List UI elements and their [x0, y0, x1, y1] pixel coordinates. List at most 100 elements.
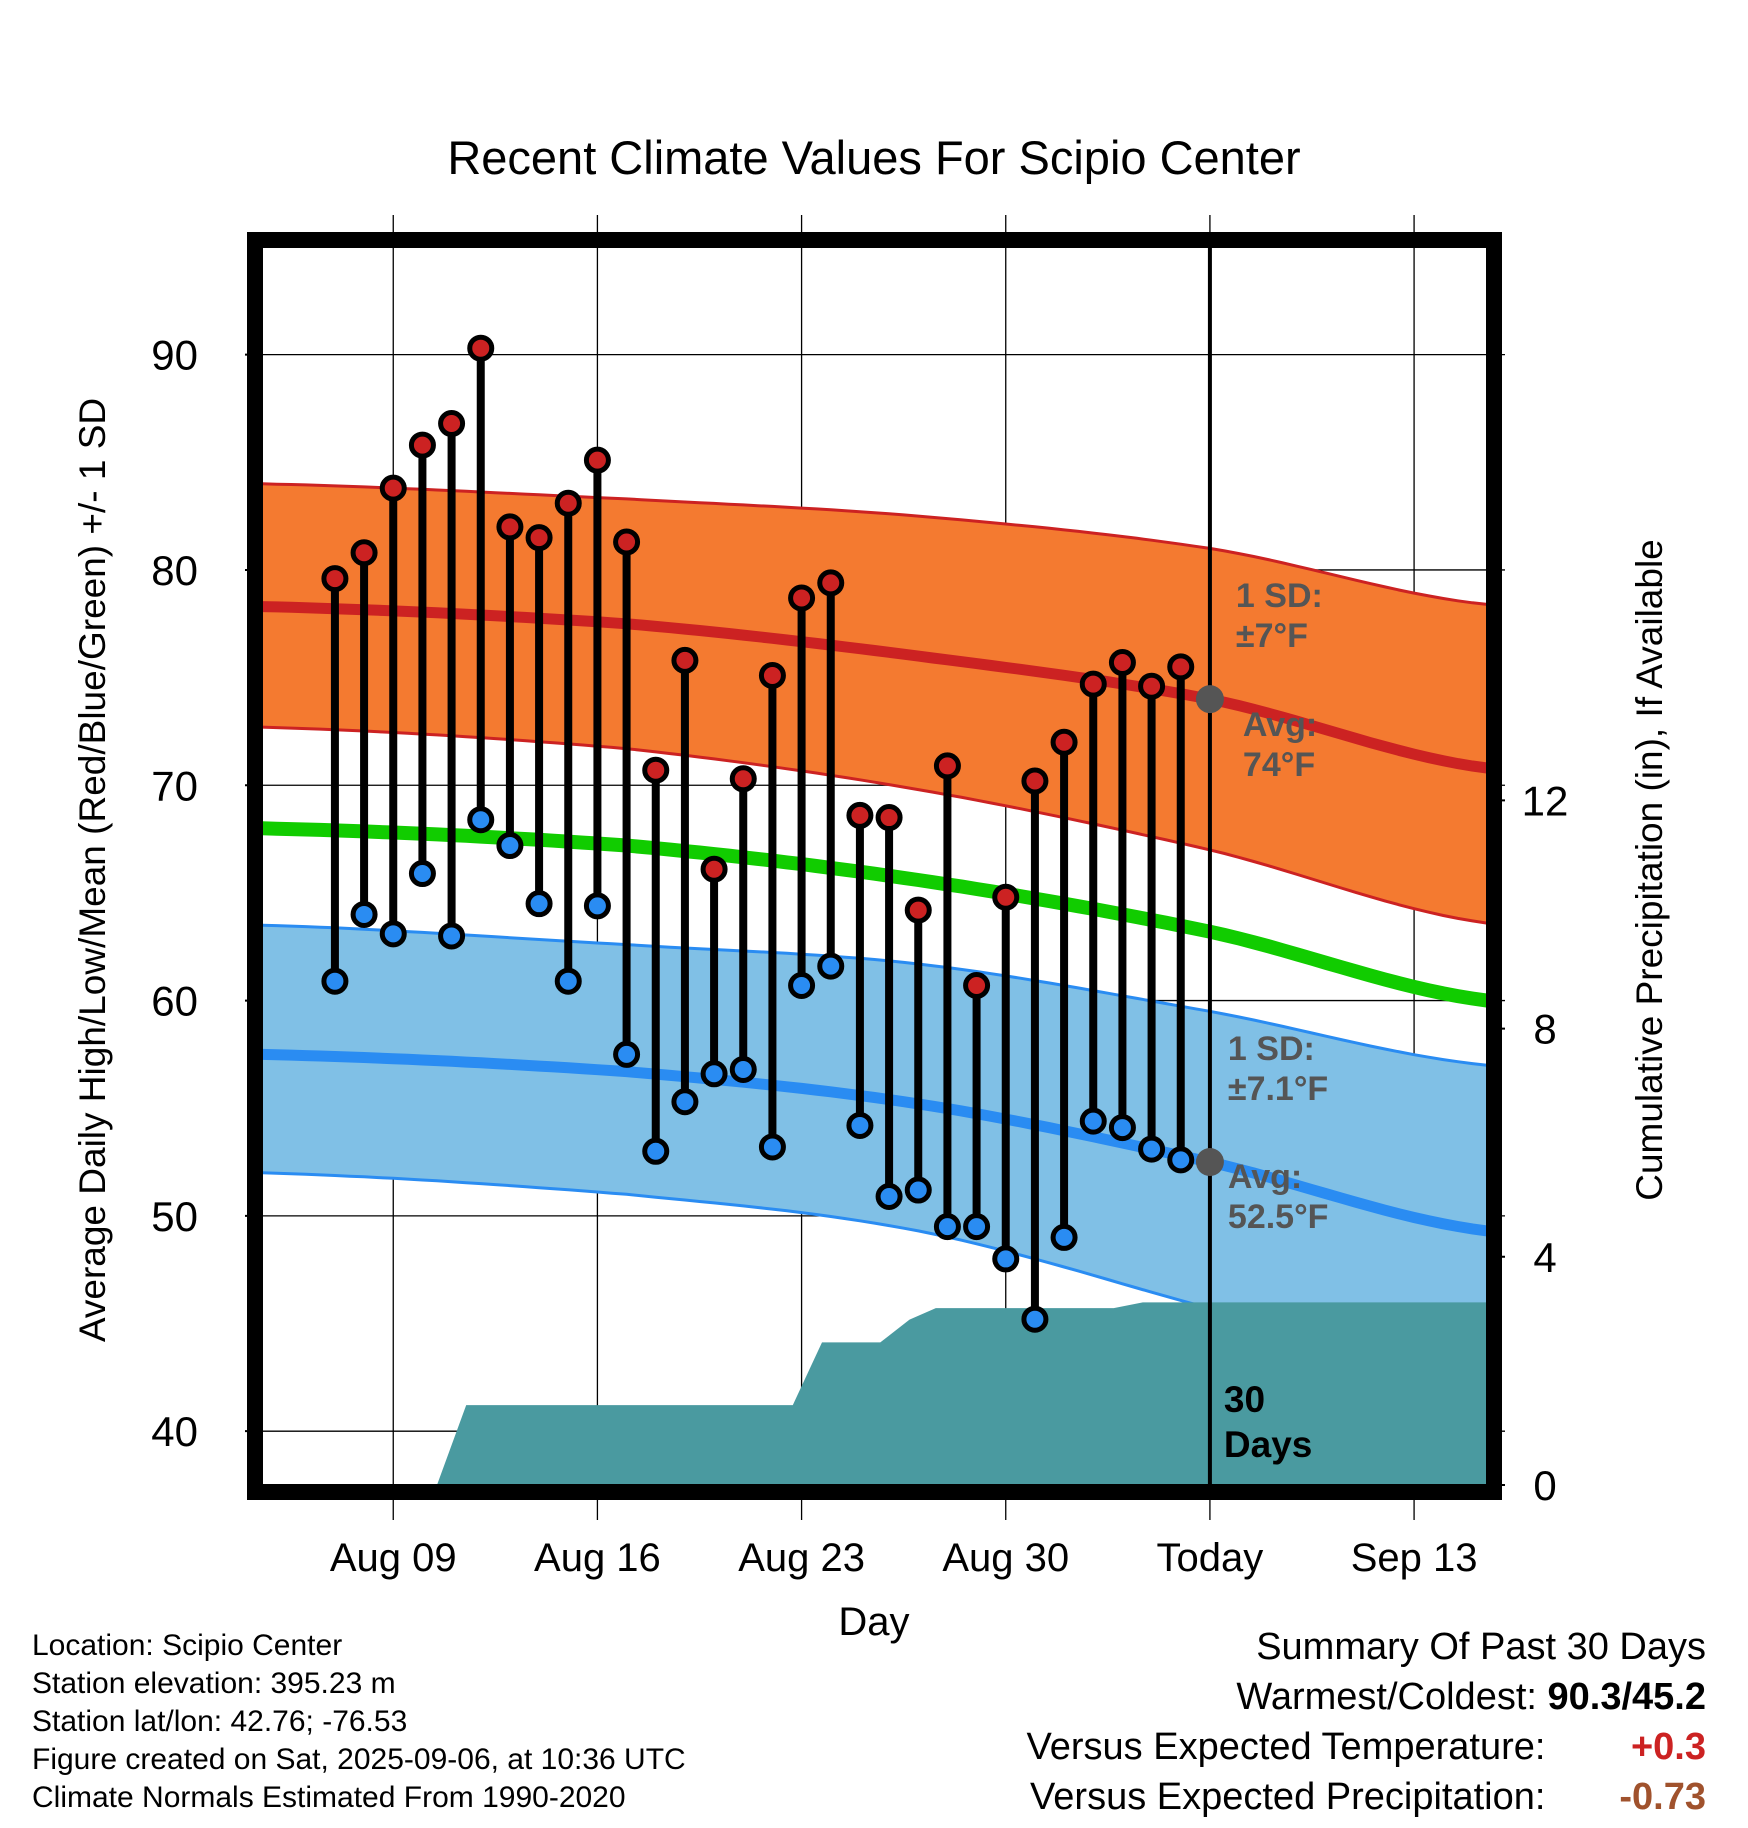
- high-sd-band-lower-edge: [261, 725, 1488, 925]
- precip-value: -0.73: [1619, 1776, 1706, 1818]
- y2-tick-label: 0: [1533, 1462, 1556, 1509]
- high-point: [408, 431, 436, 459]
- high-point: [846, 801, 874, 829]
- low-point: [583, 892, 611, 920]
- low-point: [700, 1060, 728, 1088]
- high-point: [729, 765, 757, 793]
- low-point: [1050, 1223, 1078, 1251]
- high-point: [963, 971, 991, 999]
- high-point: [467, 334, 495, 362]
- y-axis-title: Average Daily High/Low/Mean (Red/Blue/Gr…: [72, 398, 113, 1342]
- low-point: [788, 971, 816, 999]
- high-point: [583, 446, 611, 474]
- y2-tick-label: 12: [1522, 777, 1569, 824]
- mean-normal-line: [261, 821, 1488, 1008]
- high-point: [379, 474, 407, 502]
- high-avg-annotation: Avg: 74°F: [1243, 706, 1317, 784]
- high-sd-band-upper-edge: [261, 482, 1488, 606]
- low-point: [1108, 1114, 1136, 1142]
- low-point: [846, 1111, 874, 1139]
- info-created: Figure created on Sat, 2025-09-06, at 10…: [32, 1743, 686, 1776]
- high-point: [496, 513, 524, 541]
- high-point: [875, 804, 903, 832]
- high-point: [817, 569, 845, 597]
- high-point: [1050, 728, 1078, 756]
- low-point: [729, 1055, 757, 1083]
- summary-title: Summary Of Past 30 Days: [1256, 1626, 1706, 1668]
- low-normal-line: [261, 1048, 1488, 1237]
- chart-title: Recent Climate Values For Scipio Center: [447, 131, 1300, 184]
- daily-points: [321, 334, 1195, 1333]
- high-point: [438, 410, 466, 438]
- low-sd-band-upper-edge: [261, 923, 1488, 1067]
- y2-tick-label: 8: [1533, 1006, 1556, 1053]
- x-tick-label: Aug 23: [738, 1536, 865, 1580]
- summary-precipitation: Versus Expected Precipitation: -0.73: [1027, 1772, 1706, 1822]
- axes: 40 50 60 70 80 90 0 4 8 12 Aug 09 Aug 16 Aug 23 Aug 3…: [151, 246, 1569, 1580]
- low-point: [467, 806, 495, 834]
- low-point: [1167, 1146, 1195, 1174]
- x-tick-label: Aug 16: [534, 1536, 661, 1580]
- low-point: [1138, 1135, 1166, 1163]
- low-point: [554, 967, 582, 995]
- high-sd-band: [262, 483, 1487, 924]
- summary-temperature: Versus Expected Temperature: +0.3: [1027, 1722, 1706, 1772]
- high-point: [1167, 653, 1195, 681]
- info-latlon: Station lat/lon: 42.76; -76.53: [32, 1705, 408, 1738]
- low-point: [875, 1182, 903, 1210]
- precip-label: Versus Expected Precipitation:: [1030, 1776, 1546, 1818]
- high-point: [700, 855, 728, 883]
- info-elevation: Station elevation: 395.23 m: [32, 1667, 396, 1700]
- high-point: [1138, 672, 1166, 700]
- high-point: [642, 756, 670, 784]
- x-tick-label: Sep 13: [1351, 1536, 1478, 1580]
- high-point: [321, 565, 349, 593]
- low-point: [642, 1137, 670, 1165]
- high-point: [1108, 649, 1136, 677]
- today-marker: 30 Days: [1195, 247, 1312, 1485]
- high-point: [1021, 767, 1049, 795]
- low-point: [963, 1213, 991, 1241]
- high-point: [671, 646, 699, 674]
- low-point: [525, 890, 553, 918]
- high-point: [904, 896, 932, 924]
- today-low-normal-dot: [1195, 1148, 1224, 1177]
- precipitation-area: [437, 1302, 1487, 1485]
- plot-frame: [247, 232, 1502, 1500]
- info-normals: Climate Normals Estimated From 1990-2020: [32, 1781, 626, 1814]
- low-avg-annotation: Avg: 52.5°F: [1228, 1158, 1329, 1236]
- high-point: [613, 528, 641, 556]
- precipitation-fill: [437, 1302, 1487, 1485]
- y-tick-label: 50: [151, 1193, 198, 1240]
- low-point: [671, 1088, 699, 1116]
- low-point: [992, 1245, 1020, 1273]
- y-tick-label: 80: [151, 547, 198, 594]
- low-point: [1021, 1305, 1049, 1333]
- x-tick-label: Today: [1157, 1536, 1264, 1580]
- low-point: [904, 1176, 932, 1204]
- low-point: [817, 952, 845, 980]
- high-point: [933, 752, 961, 780]
- x-axis-title: Day: [838, 1600, 909, 1644]
- high-point: [525, 524, 553, 552]
- temp-value: +0.3: [1630, 1726, 1706, 1768]
- x-tick-label: Aug 09: [330, 1536, 457, 1580]
- daily-range-stems: [330, 348, 1185, 1320]
- x-tick-label: Aug 30: [942, 1536, 1069, 1580]
- temp-label: Versus Expected Temperature:: [1026, 1726, 1546, 1768]
- normal-annotations: 1 SD: ±7°F Avg: 74°F 1 SD: ±7.1°F Avg: 52.5°F: [1228, 577, 1329, 1236]
- y-tick-label: 90: [151, 332, 198, 379]
- summary-panel: Summary Of Past 30 Days Warmest/Coldest:…: [1027, 1622, 1706, 1822]
- y-tick-label: 60: [151, 978, 198, 1025]
- warm-cold-value: 90.3/45.2: [1547, 1676, 1706, 1718]
- high-point: [554, 489, 582, 517]
- y-tick-label: 70: [151, 762, 198, 809]
- low-point: [613, 1040, 641, 1068]
- low-point: [321, 967, 349, 995]
- low-point: [438, 922, 466, 950]
- station-info: Location: Scipio Center Station elevatio…: [32, 1627, 686, 1817]
- high-point: [788, 584, 816, 612]
- low-sd-annotation: 1 SD: ±7.1°F: [1228, 1030, 1328, 1108]
- high-point: [1079, 670, 1107, 698]
